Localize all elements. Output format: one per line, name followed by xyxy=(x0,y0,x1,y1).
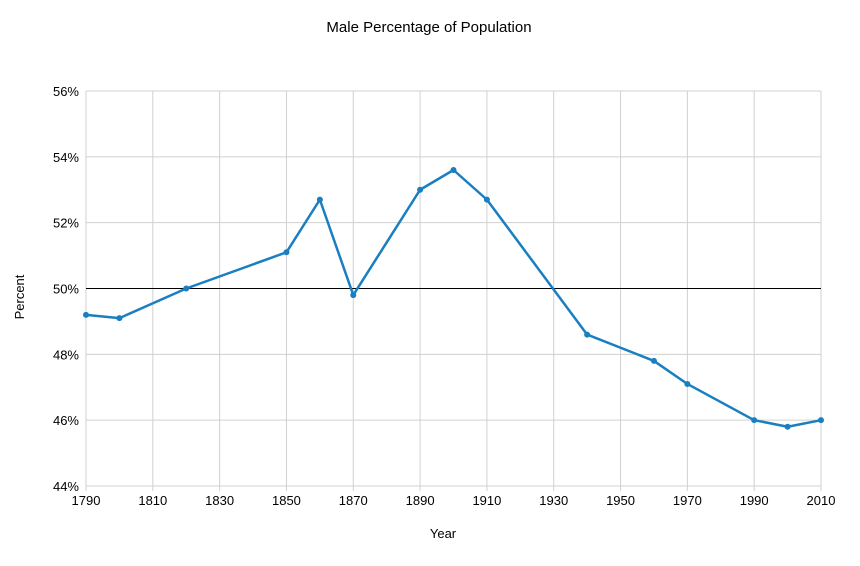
data-point xyxy=(784,423,791,430)
y-tick-label: 54% xyxy=(53,150,79,165)
data-point xyxy=(751,417,758,424)
data-point xyxy=(684,380,691,387)
y-tick-label: 46% xyxy=(53,413,79,428)
data-point xyxy=(818,417,824,424)
x-axis-label: Year xyxy=(430,526,457,541)
series-group xyxy=(83,167,824,430)
data-point xyxy=(316,196,323,203)
series-line xyxy=(85,168,822,428)
data-point xyxy=(483,196,490,203)
data-point xyxy=(650,357,657,364)
x-tick-label: 1930 xyxy=(539,493,568,508)
x-tick-label: 1790 xyxy=(72,493,101,508)
x-tick-label: 1990 xyxy=(740,493,769,508)
x-tick-label: 1850 xyxy=(272,493,301,508)
x-tick-label: 1830 xyxy=(205,493,234,508)
data-point xyxy=(116,315,123,322)
x-tick-label: 1950 xyxy=(606,493,635,508)
grid xyxy=(85,90,822,491)
x-tick-labels: 1790 1810 1830 1850 1870 1890 1910 1930 1950 1970… xyxy=(72,493,836,508)
y-tick-label: 50% xyxy=(53,282,79,297)
data-point xyxy=(417,186,424,193)
y-tick-label: 52% xyxy=(53,216,79,231)
data-point xyxy=(283,249,290,256)
x-tick-label: 1970 xyxy=(673,493,702,508)
x-tick-label: 1890 xyxy=(406,493,435,508)
data-point xyxy=(450,167,457,173)
chart-title: Male Percentage of Population xyxy=(326,19,531,36)
data-point xyxy=(584,331,591,338)
y-tick-labels: 44% 46% 48% 50% 52% 54% 56% xyxy=(53,84,79,494)
data-point xyxy=(350,292,357,299)
x-tick-label: 1910 xyxy=(472,493,501,508)
y-tick-label: 56% xyxy=(53,84,79,99)
x-tick-label: 2010 xyxy=(807,493,836,508)
y-tick-label: 44% xyxy=(53,479,79,494)
y-tick-label: 48% xyxy=(53,347,79,362)
data-point xyxy=(83,311,89,318)
data-point xyxy=(183,285,190,292)
x-tick-label: 1870 xyxy=(339,493,368,508)
y-axis-label: Percent xyxy=(12,274,27,319)
x-tick-label: 1810 xyxy=(138,493,167,508)
